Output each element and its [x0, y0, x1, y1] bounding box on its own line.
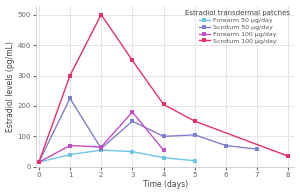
Scrotum 50 μg/day [99, 147, 103, 150]
Scrotum 50 μg/day [224, 144, 228, 147]
Scrotum 50 μg/day [162, 135, 165, 137]
Scrotum 100 μg/day [68, 74, 72, 77]
Scrotum 100 μg/day [37, 161, 40, 163]
Forearm 50 μg/day [99, 149, 103, 151]
Forearm 100 μg/day [37, 161, 40, 163]
Forearm 50 μg/day [193, 160, 196, 162]
Scrotum 50 μg/day [37, 161, 40, 163]
Forearm 50 μg/day [162, 157, 165, 159]
Line: Forearm 100 μg/day: Forearm 100 μg/day [37, 110, 165, 164]
Legend: Forearm 50 μg/day, Scrotum 50 μg/day, Forearm 100 μg/day, Scrotum 100 μg/day: Forearm 50 μg/day, Scrotum 50 μg/day, Fo… [184, 9, 291, 45]
Line: Scrotum 50 μg/day: Scrotum 50 μg/day [37, 97, 259, 164]
Scrotum 100 μg/day [162, 103, 165, 106]
Line: Forearm 50 μg/day: Forearm 50 μg/day [37, 148, 196, 164]
Forearm 100 μg/day [99, 146, 103, 148]
Y-axis label: Estradiol levels (pg/mL): Estradiol levels (pg/mL) [6, 41, 15, 132]
Forearm 100 μg/day [162, 149, 165, 151]
Scrotum 100 μg/day [286, 155, 290, 157]
X-axis label: Time (days): Time (days) [142, 180, 188, 190]
Scrotum 100 μg/day [130, 59, 134, 61]
Scrotum 100 μg/day [193, 120, 196, 122]
Scrotum 50 μg/day [130, 120, 134, 122]
Scrotum 100 μg/day [99, 13, 103, 16]
Line: Scrotum 100 μg/day: Scrotum 100 μg/day [37, 13, 290, 164]
Forearm 50 μg/day [130, 150, 134, 153]
Forearm 100 μg/day [130, 111, 134, 113]
Scrotum 50 μg/day [193, 134, 196, 136]
Scrotum 50 μg/day [255, 148, 259, 150]
Forearm 100 μg/day [68, 144, 72, 147]
Scrotum 50 μg/day [68, 97, 72, 99]
Forearm 50 μg/day [37, 161, 40, 163]
Forearm 50 μg/day [68, 153, 72, 156]
